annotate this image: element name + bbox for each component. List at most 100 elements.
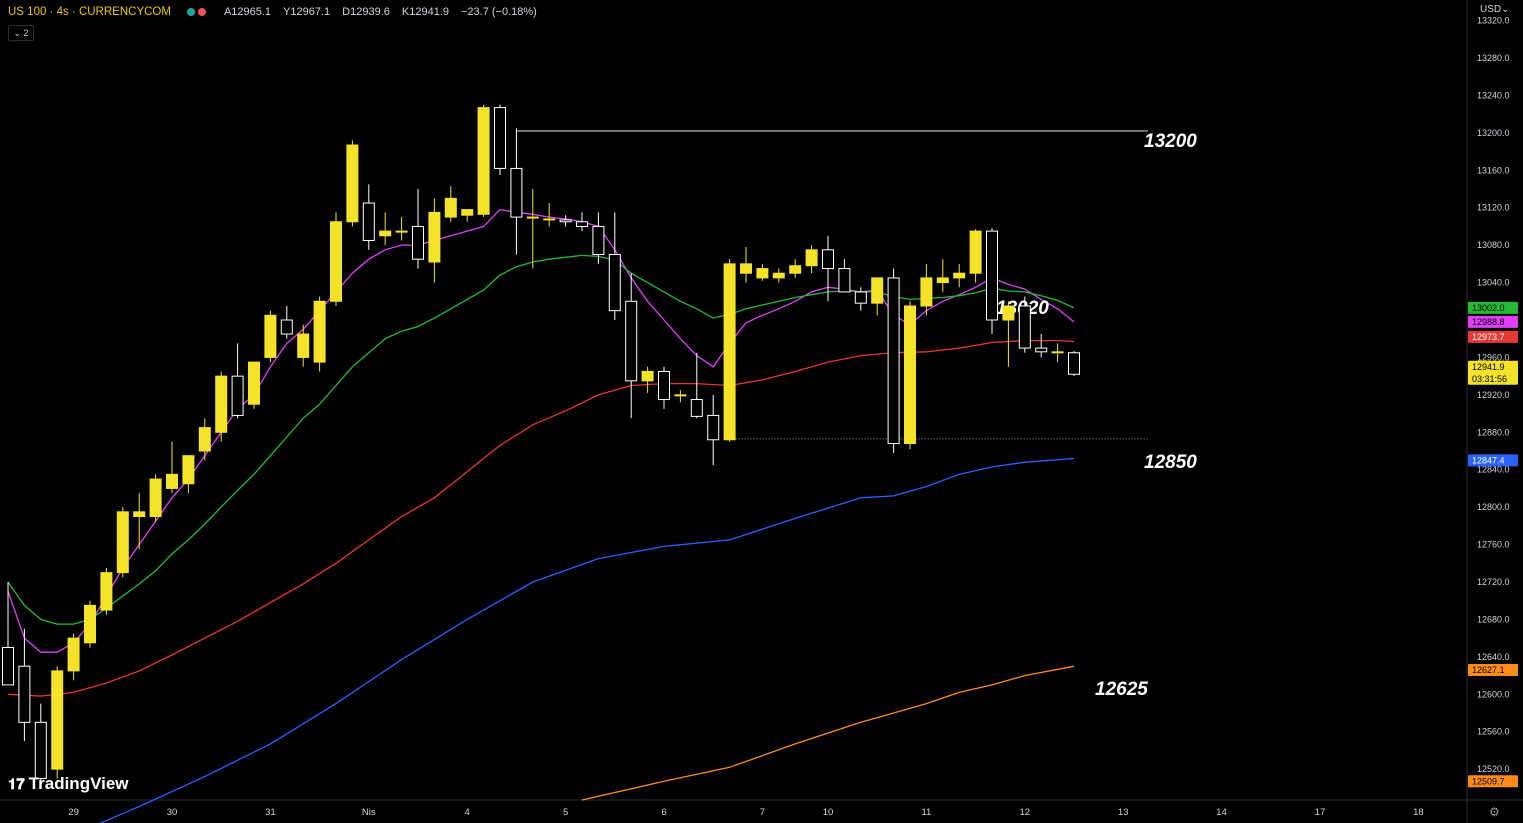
- candle[interactable]: [592, 212, 605, 264]
- candle[interactable]: [100, 567, 113, 615]
- candle[interactable]: [641, 366, 654, 393]
- candle-body: [1018, 305, 1031, 349]
- candle-body: [2, 646, 14, 686]
- candle[interactable]: [953, 263, 966, 288]
- candle[interactable]: [1018, 296, 1031, 353]
- candle[interactable]: [461, 209, 474, 222]
- candle[interactable]: [986, 228, 998, 335]
- candle[interactable]: [1035, 334, 1048, 358]
- candle[interactable]: [379, 212, 392, 246]
- candle[interactable]: [280, 305, 293, 339]
- candle[interactable]: [215, 371, 228, 442]
- time-axis[interactable]: 29 30 31 Nis 4 5 6 7 10 11 12 13 14 17 18: [68, 807, 1423, 818]
- candle[interactable]: [264, 310, 277, 363]
- candle[interactable]: [822, 235, 834, 302]
- candle-body: [34, 721, 47, 779]
- candle[interactable]: [854, 287, 867, 311]
- candle[interactable]: [756, 263, 769, 281]
- ohlc-low: D12939.6: [342, 6, 390, 18]
- candle[interactable]: [904, 301, 916, 450]
- price-tag-text: 12988.8: [1472, 317, 1505, 327]
- candle-body: [494, 107, 506, 169]
- candle[interactable]: [330, 212, 342, 306]
- candle[interactable]: [51, 666, 64, 779]
- candle[interactable]: [608, 212, 621, 320]
- ohlc-open: A12965.1: [223, 6, 272, 18]
- candle[interactable]: [116, 507, 129, 578]
- candle[interactable]: [510, 128, 523, 255]
- candle[interactable]: [248, 361, 260, 409]
- price-tag-bg: [1468, 663, 1518, 676]
- candle[interactable]: [444, 186, 457, 222]
- candle[interactable]: [313, 296, 326, 372]
- candle[interactable]: [1051, 343, 1064, 363]
- settings-gear-icon[interactable]: ⚙: [1489, 805, 1500, 819]
- candle[interactable]: [346, 140, 359, 227]
- candle-body: [723, 263, 736, 441]
- candle[interactable]: [395, 217, 408, 241]
- indicators-toggle-button[interactable]: ⌄ 2: [8, 25, 34, 41]
- date-tick-label: 13: [1118, 807, 1129, 818]
- candle-body: [953, 272, 966, 279]
- candle-body: [477, 107, 490, 215]
- price-tick-label: 12640.0: [1477, 652, 1510, 662]
- candle[interactable]: [477, 104, 490, 218]
- candle[interactable]: [1002, 301, 1015, 367]
- price-tag-12847.4: 12847.4: [1468, 454, 1518, 467]
- candle[interactable]: [34, 703, 47, 788]
- candle[interactable]: [297, 324, 310, 367]
- symbol-title[interactable]: US 100 · 4s · CURRENCYCOM: [8, 6, 171, 18]
- candle[interactable]: [838, 259, 851, 293]
- candle[interactable]: [789, 259, 802, 278]
- candle[interactable]: [772, 268, 785, 283]
- candle[interactable]: [658, 366, 670, 409]
- candle[interactable]: [805, 245, 818, 274]
- candle[interactable]: [887, 268, 900, 453]
- candle[interactable]: [412, 189, 424, 269]
- candle[interactable]: [969, 229, 982, 283]
- candle[interactable]: [690, 352, 703, 419]
- candle[interactable]: [18, 628, 31, 742]
- candle[interactable]: [2, 581, 14, 686]
- candlesticks[interactable]: [2, 104, 1080, 788]
- candle-body: [444, 197, 457, 218]
- candle[interactable]: [198, 418, 211, 461]
- candle[interactable]: [182, 455, 195, 494]
- candle[interactable]: [674, 390, 687, 403]
- candle[interactable]: [576, 212, 588, 232]
- candle[interactable]: [231, 343, 244, 419]
- candle[interactable]: [871, 277, 884, 316]
- candle-body: [215, 375, 228, 433]
- tradingview-logo[interactable]: 𝟏𝟕 TradingView: [8, 774, 129, 794]
- candle-body: [592, 225, 605, 256]
- candle[interactable]: [625, 273, 638, 419]
- candle[interactable]: [67, 633, 80, 681]
- candle[interactable]: [1068, 350, 1080, 377]
- candle[interactable]: [362, 184, 375, 250]
- candle-body: [231, 375, 244, 416]
- candle[interactable]: [494, 104, 506, 175]
- candle[interactable]: [543, 203, 556, 227]
- candle[interactable]: [526, 189, 539, 269]
- candle[interactable]: [707, 394, 720, 466]
- candle[interactable]: [133, 493, 146, 550]
- candle[interactable]: [740, 247, 752, 283]
- candle-body: [740, 263, 752, 274]
- price-axis[interactable]: 13320.0 13280.0 13240.0 13200.0 13160.0 13120…: [1477, 16, 1510, 775]
- candle[interactable]: [84, 600, 96, 648]
- legend-header: US 100 · 4s · CURRENCYCOM A12965.1 Y1296…: [8, 6, 543, 18]
- candle[interactable]: [920, 263, 933, 316]
- candle[interactable]: [559, 215, 572, 227]
- currency-selector[interactable]: USD⌄: [1480, 4, 1510, 15]
- candle[interactable]: [936, 259, 949, 292]
- candle-body: [756, 268, 769, 279]
- candle-body: [346, 144, 359, 223]
- candle[interactable]: [149, 474, 162, 522]
- candle[interactable]: [166, 441, 178, 494]
- candle-body: [838, 268, 851, 293]
- candle-body: [51, 670, 64, 770]
- candle[interactable]: [723, 259, 736, 442]
- candle[interactable]: [428, 198, 441, 283]
- candle-body: [887, 277, 900, 445]
